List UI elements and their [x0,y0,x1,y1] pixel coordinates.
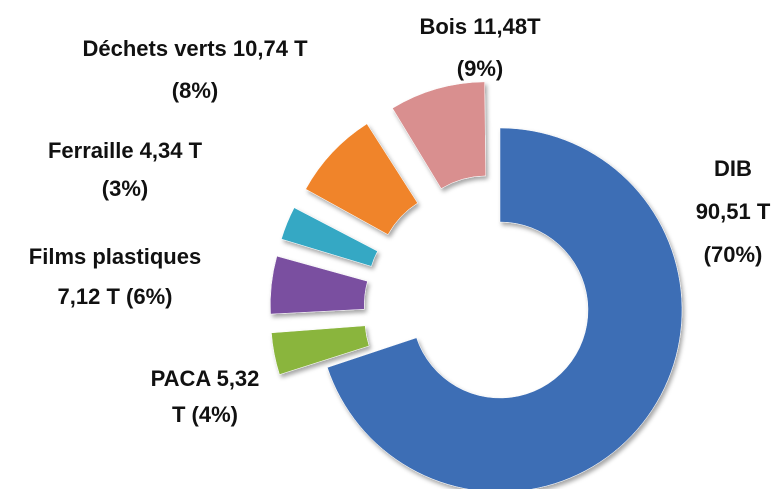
data-label: 7,12 T (6%) [58,284,173,309]
data-label: Ferraille 4,34 T [48,138,203,163]
data-label: Films plastiques [29,244,201,269]
data-label: (70%) [704,242,763,267]
donut-slice [271,325,370,375]
donut-slice [281,207,378,267]
data-label: Bois 11,48T [419,14,541,39]
data-label: (8%) [172,78,218,103]
data-label: 90,51 T [696,199,771,224]
donut-slice [392,81,487,189]
data-label: T (4%) [172,402,238,427]
donut-slice [270,255,368,315]
donut-slice [305,123,418,235]
data-label: (9%) [457,56,503,81]
data-label: (3%) [102,176,148,201]
donut-slice [326,127,683,489]
data-label: Déchets verts 10,74 T [82,36,308,61]
data-label: PACA 5,32 [151,366,260,391]
data-label: DIB [714,156,752,181]
